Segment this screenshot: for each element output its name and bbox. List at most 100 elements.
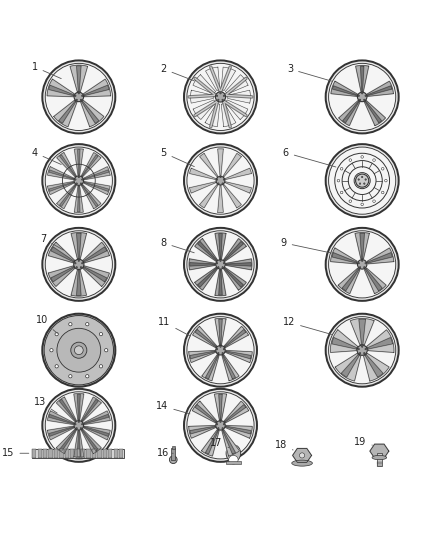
Polygon shape	[190, 182, 216, 193]
Polygon shape	[226, 351, 251, 359]
Ellipse shape	[76, 266, 78, 268]
Text: 14: 14	[156, 401, 190, 414]
Polygon shape	[60, 400, 76, 421]
Ellipse shape	[99, 365, 102, 368]
Polygon shape	[71, 232, 86, 259]
Polygon shape	[200, 154, 218, 177]
Ellipse shape	[365, 349, 366, 350]
Polygon shape	[335, 353, 361, 381]
Polygon shape	[60, 185, 76, 206]
Ellipse shape	[365, 179, 366, 180]
Ellipse shape	[361, 156, 364, 158]
Polygon shape	[367, 86, 392, 95]
Ellipse shape	[292, 460, 312, 466]
Text: 16: 16	[157, 448, 173, 458]
Ellipse shape	[81, 424, 83, 425]
Ellipse shape	[364, 266, 365, 268]
Ellipse shape	[78, 421, 80, 423]
Polygon shape	[205, 355, 219, 379]
Ellipse shape	[365, 262, 366, 264]
Polygon shape	[54, 100, 77, 127]
Ellipse shape	[78, 93, 80, 94]
Ellipse shape	[364, 352, 365, 354]
Ellipse shape	[74, 95, 76, 96]
Polygon shape	[356, 66, 369, 92]
Polygon shape	[226, 425, 252, 438]
Bar	[103, 449, 107, 458]
Ellipse shape	[80, 427, 82, 429]
Polygon shape	[82, 101, 99, 123]
Ellipse shape	[74, 176, 84, 185]
Ellipse shape	[223, 349, 225, 350]
Polygon shape	[360, 66, 364, 92]
Polygon shape	[221, 103, 236, 127]
Ellipse shape	[71, 342, 87, 358]
Polygon shape	[219, 394, 222, 420]
Ellipse shape	[361, 346, 363, 348]
Bar	[59, 449, 64, 458]
Ellipse shape	[358, 179, 360, 180]
Polygon shape	[365, 101, 381, 123]
Polygon shape	[82, 155, 98, 176]
Polygon shape	[228, 90, 251, 103]
Ellipse shape	[349, 200, 352, 203]
Polygon shape	[49, 85, 74, 95]
Ellipse shape	[349, 159, 352, 161]
Ellipse shape	[365, 95, 366, 96]
Polygon shape	[342, 269, 359, 290]
Ellipse shape	[74, 421, 84, 430]
Polygon shape	[83, 266, 107, 282]
Polygon shape	[78, 394, 80, 420]
Ellipse shape	[216, 349, 218, 350]
Ellipse shape	[74, 92, 84, 102]
Text: 12: 12	[283, 317, 332, 334]
Polygon shape	[70, 65, 88, 92]
Ellipse shape	[223, 95, 225, 96]
Polygon shape	[221, 67, 236, 91]
Polygon shape	[293, 448, 311, 462]
Ellipse shape	[80, 99, 82, 101]
Ellipse shape	[78, 176, 80, 177]
Polygon shape	[49, 182, 74, 191]
Ellipse shape	[359, 266, 361, 268]
Polygon shape	[370, 444, 389, 458]
Ellipse shape	[300, 453, 305, 458]
Polygon shape	[339, 100, 360, 126]
Text: 10: 10	[36, 315, 57, 333]
Polygon shape	[201, 430, 219, 456]
Ellipse shape	[372, 455, 387, 459]
Polygon shape	[225, 100, 248, 119]
Polygon shape	[224, 268, 246, 290]
Polygon shape	[225, 182, 251, 193]
Ellipse shape	[78, 260, 80, 261]
Text: 4: 4	[32, 148, 61, 165]
Polygon shape	[365, 354, 383, 377]
Polygon shape	[84, 182, 109, 191]
Bar	[171, 448, 175, 459]
Ellipse shape	[216, 421, 225, 430]
Ellipse shape	[74, 424, 76, 425]
Ellipse shape	[184, 314, 257, 387]
Polygon shape	[205, 67, 220, 91]
Ellipse shape	[57, 328, 101, 372]
Ellipse shape	[69, 322, 72, 326]
Ellipse shape	[187, 392, 254, 459]
Polygon shape	[193, 326, 217, 348]
Polygon shape	[77, 66, 81, 92]
Polygon shape	[51, 266, 74, 282]
Polygon shape	[360, 233, 364, 259]
Ellipse shape	[216, 176, 225, 185]
Ellipse shape	[381, 167, 384, 170]
Polygon shape	[224, 239, 246, 261]
Ellipse shape	[328, 63, 396, 131]
Ellipse shape	[218, 266, 219, 268]
Ellipse shape	[223, 262, 225, 264]
Bar	[76, 449, 80, 458]
Ellipse shape	[359, 99, 361, 101]
Polygon shape	[223, 430, 235, 454]
Ellipse shape	[358, 349, 360, 350]
Bar	[81, 449, 85, 458]
Polygon shape	[226, 263, 251, 266]
Polygon shape	[49, 427, 74, 436]
Ellipse shape	[220, 260, 221, 261]
